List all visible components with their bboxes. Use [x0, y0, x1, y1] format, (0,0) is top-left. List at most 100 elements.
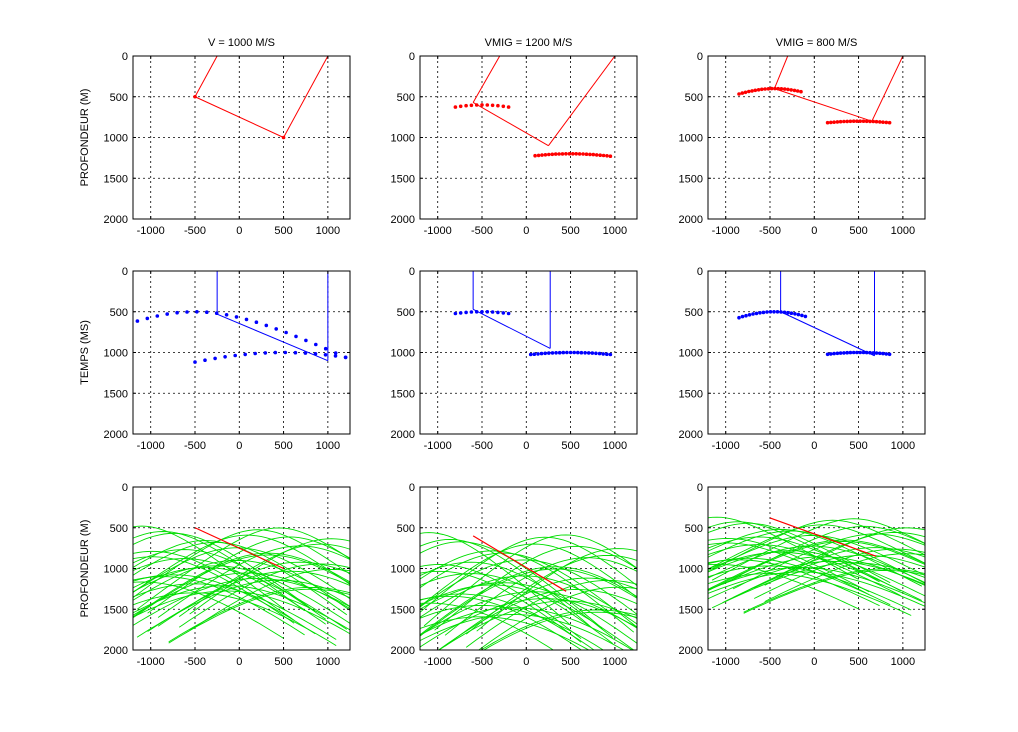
wavefront-arc [423, 534, 637, 627]
data-point [789, 88, 793, 92]
wavefront-arc [483, 611, 637, 650]
data-point [474, 310, 479, 314]
data-point [766, 87, 771, 91]
x-tick-label: 0 [811, 656, 817, 668]
data-point [768, 310, 773, 314]
data-point [323, 346, 328, 351]
data-point [832, 351, 836, 356]
wavefront-arc [420, 602, 555, 650]
data-point [581, 152, 585, 156]
data-point [744, 313, 748, 318]
data-point [772, 310, 776, 314]
wavefront-arc [753, 531, 925, 589]
data-point [608, 154, 613, 158]
y-tick-label: 2000 [391, 429, 415, 441]
data-point [597, 351, 602, 356]
ray-line [194, 96, 284, 138]
wavefront-arc [708, 521, 880, 583]
wavefront-arc [189, 568, 350, 631]
data-point [835, 120, 840, 124]
plot-data [453, 271, 613, 357]
data-point [803, 314, 808, 319]
x-tick-label: -1000 [137, 656, 165, 668]
data-point [496, 310, 500, 315]
data-point [224, 313, 229, 317]
data-point [533, 153, 537, 158]
wavefront-arc [708, 516, 859, 580]
data-point [496, 103, 500, 108]
y-tick-label: 2000 [104, 214, 128, 226]
data-point [135, 319, 140, 323]
data-point [868, 350, 872, 355]
ray-line [472, 102, 549, 147]
data-point [740, 91, 745, 95]
data-point [554, 351, 558, 355]
wavefront-arc [133, 550, 295, 621]
data-point [871, 119, 876, 124]
data-point [469, 310, 474, 314]
wavefront-arc [133, 577, 350, 626]
x-tick-label: 500 [849, 656, 867, 668]
y-tick-label: 1000 [391, 133, 415, 145]
x-tick-label: 500 [274, 225, 292, 237]
wavefront-arc [133, 576, 305, 636]
data-point [864, 119, 869, 124]
data-point [758, 311, 762, 315]
wavefront-arc [420, 536, 637, 613]
wavefront-arc [420, 541, 603, 629]
data-point [601, 352, 605, 356]
wavefront-arc [133, 529, 350, 599]
data-point [756, 88, 761, 92]
wavefront-arc [708, 571, 925, 607]
plot-data [737, 56, 904, 125]
subplot-1-1: -1000 -500 0 500 1000 0 500 1000 1500 2000 V = 100… [79, 37, 351, 237]
data-point [195, 310, 199, 314]
y-tick-label: 500 [110, 92, 128, 104]
y-tick-label: 0 [409, 266, 415, 278]
data-point [861, 350, 866, 355]
data-point [842, 119, 846, 124]
x-tick-label: 0 [811, 440, 817, 452]
data-point [333, 354, 338, 358]
data-point [765, 310, 769, 314]
data-point [304, 338, 308, 343]
x-tick-label: -1000 [712, 225, 740, 237]
data-point [453, 311, 458, 316]
subplot-title: V = 1000 M/S [208, 37, 275, 49]
data-point [588, 152, 592, 157]
data-point [243, 352, 247, 357]
plot-data [708, 516, 925, 616]
y-tick-label: 1000 [104, 348, 128, 360]
data-point [832, 120, 836, 124]
y-tick-label: 1000 [391, 564, 415, 576]
wavefront-arc [420, 607, 634, 650]
y-tick-label: 1500 [104, 173, 128, 185]
x-tick-label: 1000 [316, 656, 340, 668]
data-point [281, 135, 286, 140]
data-point [799, 89, 803, 94]
x-tick-label: 1000 [316, 440, 340, 452]
data-point [313, 352, 318, 356]
wavefront-arc [708, 573, 912, 616]
data-point [193, 360, 197, 364]
data-point [145, 316, 150, 321]
y-axis-label: PROFONDEUR (M) [79, 89, 91, 187]
wavefront-arc [420, 543, 637, 608]
wavefront-arc [133, 549, 326, 620]
data-point [532, 352, 537, 357]
data-point [458, 104, 463, 109]
wavefront-arc [420, 573, 613, 644]
data-point [829, 352, 833, 356]
wavefront-arc [189, 538, 350, 615]
data-point [193, 94, 197, 99]
wavefront-arc [420, 593, 595, 650]
wavefront-arc [133, 590, 350, 635]
data-point [244, 317, 249, 322]
data-point [754, 311, 759, 316]
data-point [550, 152, 555, 157]
data-point [203, 358, 207, 363]
data-point [884, 120, 889, 125]
data-point [343, 355, 348, 360]
wavefront-arc [420, 595, 583, 650]
y-tick-label: 2000 [679, 645, 703, 657]
